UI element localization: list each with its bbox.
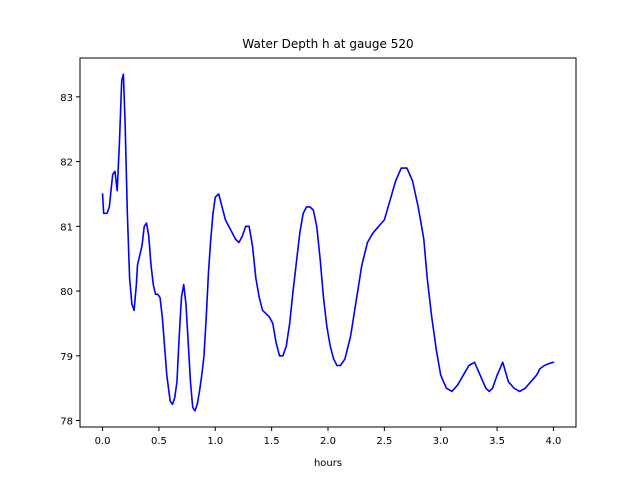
chart-title: Water Depth h at gauge 520 [242,37,413,51]
x-tick-label: 4.0 [546,436,562,447]
x-axis: 0.0 0.5 1.0 1.5 2.0 2.5 3.0 3.5 4.0 [95,427,562,447]
plot-area [101,73,555,412]
x-tick-label: 3.0 [433,436,449,447]
y-tick-label: 80 [60,287,73,298]
series-line-0 [101,73,555,412]
x-tick-label: 1.0 [207,436,223,447]
x-tick-label: 0.5 [151,436,167,447]
x-tick-label: 3.5 [489,436,505,447]
y-tick-label: 78 [60,417,73,428]
x-tick-label: 0.0 [95,436,111,447]
y-axis: 78 79 80 81 82 83 [60,93,80,428]
y-tick-label: 79 [60,352,73,363]
x-tick-label: 2.5 [376,436,392,447]
y-tick-label: 83 [60,93,73,104]
y-tick-label: 82 [60,158,73,169]
x-tick-label: 2.0 [320,436,336,447]
y-tick-label: 81 [60,222,73,233]
x-axis-label: hours [314,458,342,469]
x-tick-label: 1.5 [264,436,280,447]
